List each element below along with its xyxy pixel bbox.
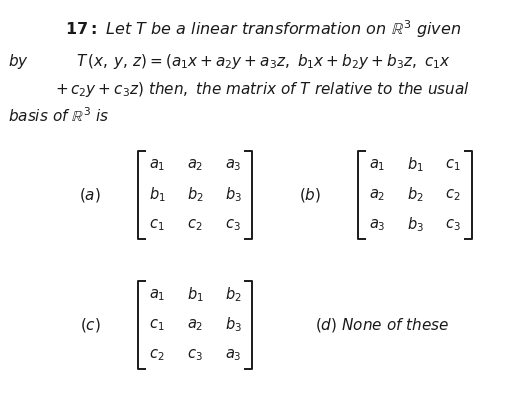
Text: $\it{a_2}$: $\it{a_2}$ [187,157,203,173]
Text: $\it{a_3}$: $\it{a_3}$ [225,347,241,363]
Text: $\it{c_3}$: $\it{c_3}$ [187,347,203,363]
Text: $\mathbf{17:}$ $\it{Let\ T\ be\ a\ linear\ transformation\ on}$ $\mathbb{R}^3$ $: $\mathbf{17:}$ $\it{Let\ T\ be\ a\ linea… [65,18,461,40]
Text: $\it{b_1}$: $\it{b_1}$ [407,156,423,174]
Text: $\it{b_3}$: $\it{b_3}$ [225,186,241,204]
Text: $\it{(a)}$: $\it{(a)}$ [79,186,101,204]
Text: $\it{a_1}$: $\it{a_1}$ [149,157,165,173]
Text: $\it{b_2}$: $\it{b_2}$ [187,186,204,204]
Text: $\it{c_3}$: $\it{c_3}$ [225,217,241,233]
Text: $\it{b_3}$: $\it{b_3}$ [225,316,241,334]
Text: $\it{a_1}$: $\it{a_1}$ [149,287,165,303]
Text: $\it{(d)\ None\ of\ these}$: $\it{(d)\ None\ of\ these}$ [315,316,450,334]
Text: $\it{+\,c_2y + c_3z)\ then,\ the\ matrix\ of\ T\ relative\ to\ the\ usual}$: $\it{+\,c_2y + c_3z)\ then,\ the\ matrix… [56,80,470,99]
Text: $\it{c_2}$: $\it{c_2}$ [187,217,203,233]
Text: $\it{a_3}$: $\it{a_3}$ [225,157,241,173]
Text: $\it{by}$: $\it{by}$ [8,52,29,71]
Text: $\it{a_2}$: $\it{a_2}$ [187,317,203,333]
Text: $\it{basis\ of\ }\mathbb{R}^3\it{\ is}$: $\it{basis\ of\ }\mathbb{R}^3\it{\ is}$ [8,106,109,125]
Text: $\it{b_3}$: $\it{b_3}$ [407,216,423,234]
Text: $\it{a_2}$: $\it{a_2}$ [369,187,385,203]
Text: $\it{(c)}$: $\it{(c)}$ [79,316,100,334]
Text: $\it{b_2}$: $\it{b_2}$ [225,285,241,304]
Text: $\it{c_1}$: $\it{c_1}$ [149,317,165,333]
Text: $\it{c_2}$: $\it{c_2}$ [149,347,165,363]
Text: $\it{T\,(x,\,y,\,z) = (a_1x + a_2y + a_3z,\ b_1x + b_2y + b_3z,\ c_1x}$: $\it{T\,(x,\,y,\,z) = (a_1x + a_2y + a_3… [76,52,450,71]
Text: $\it{b_2}$: $\it{b_2}$ [407,186,423,204]
Text: $\it{a_1}$: $\it{a_1}$ [369,157,385,173]
Text: $\it{c_1}$: $\it{c_1}$ [149,217,165,233]
Text: $\it{c_2}$: $\it{c_2}$ [446,187,461,203]
Text: $\it{c_1}$: $\it{c_1}$ [445,157,461,173]
Text: $\it{c_3}$: $\it{c_3}$ [445,217,461,233]
Text: $\it{a_3}$: $\it{a_3}$ [369,217,385,233]
Text: $\it{b_1}$: $\it{b_1}$ [187,285,204,304]
Text: $\it{(b)}$: $\it{(b)}$ [299,186,321,204]
Text: $\it{b_1}$: $\it{b_1}$ [149,186,165,204]
